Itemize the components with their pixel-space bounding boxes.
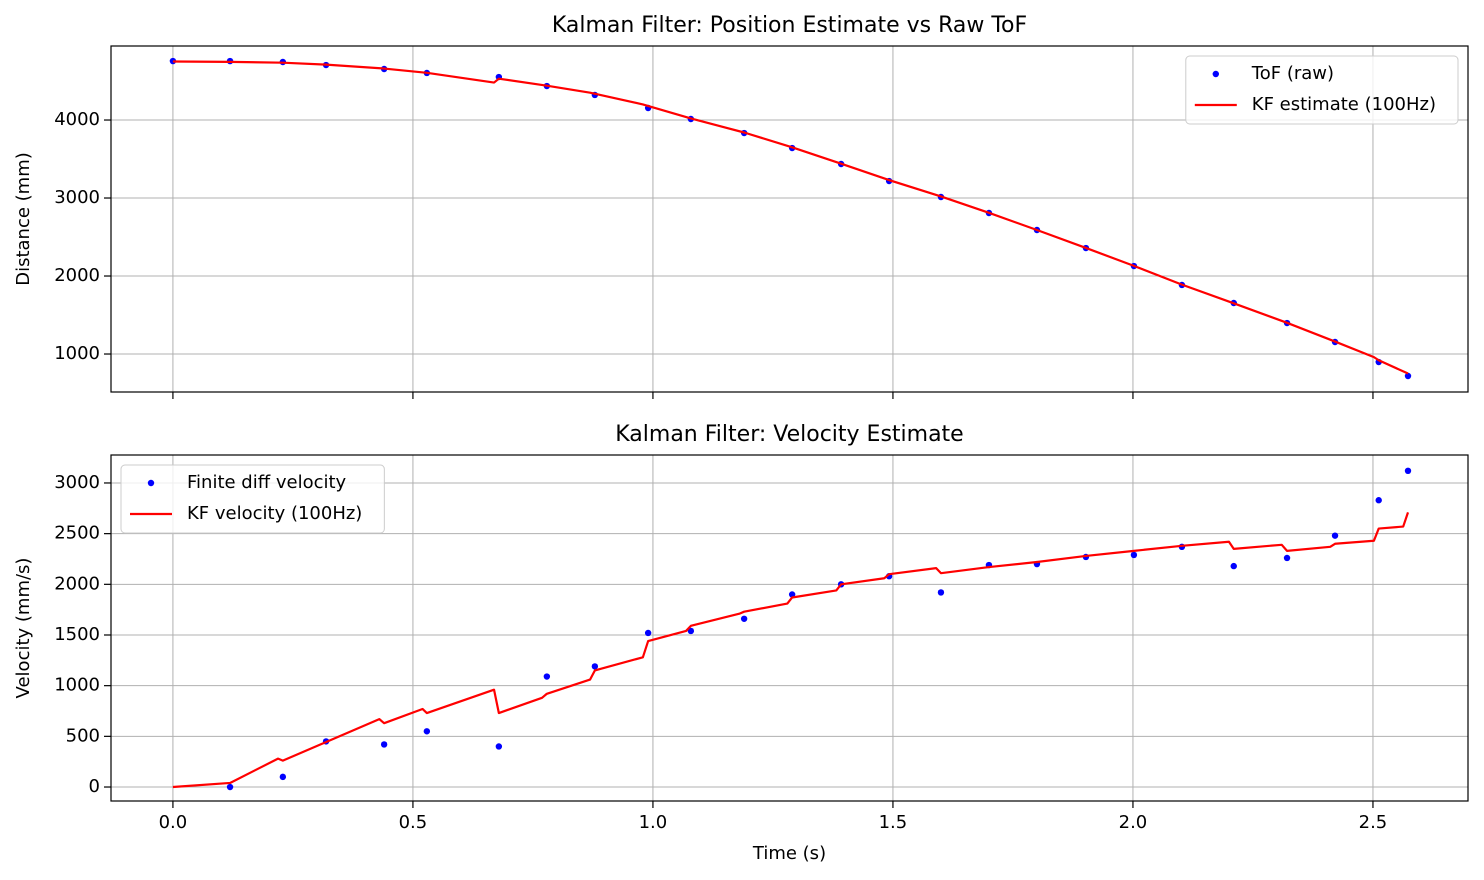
x-tick-label: 0.0 (159, 812, 188, 833)
data-point (1404, 467, 1412, 475)
x-tick-label: 1.0 (639, 812, 668, 833)
y-tick-label: 0 (89, 776, 100, 797)
data-point (1283, 554, 1291, 562)
data-point (1404, 372, 1412, 380)
x-tick-label: 1.5 (879, 812, 908, 833)
legend-label: KF estimate (100Hz) (1252, 94, 1436, 115)
data-point (495, 743, 503, 750)
data-point (169, 57, 177, 65)
data-point (380, 741, 388, 748)
data-point (687, 627, 695, 635)
data-point (937, 589, 945, 596)
y-tick-label: 4000 (54, 109, 100, 130)
data-point (226, 783, 234, 791)
x-tick-label: 2.5 (1359, 812, 1388, 833)
x-tick-label: 2.0 (1119, 812, 1148, 833)
data-point (1130, 551, 1138, 559)
data-point (644, 629, 652, 637)
data-point (543, 673, 551, 680)
y-axis-label: Velocity (mm/s) (13, 558, 34, 699)
x-tick-label: 0.5 (399, 812, 428, 833)
y-tick-label: 2000 (54, 573, 100, 594)
data-point (788, 591, 796, 598)
y-axis-label: Distance (mm) (13, 152, 34, 286)
data-line (172, 60, 1409, 375)
legend-label: KF velocity (100Hz) (187, 503, 362, 524)
y-tick-label: 500 (66, 725, 100, 746)
y-tick-label: 1000 (54, 675, 100, 696)
data-point (591, 663, 599, 670)
data-point (1331, 532, 1339, 539)
y-tick-label: 1500 (54, 624, 100, 645)
legend-marker (1212, 70, 1219, 78)
data-point (1375, 497, 1382, 504)
data-point (423, 728, 431, 735)
y-tick-label: 3000 (54, 472, 100, 493)
legend: ToF (raw) KF estimate (100Hz) (1185, 55, 1459, 125)
y-tick-label: 3000 (54, 187, 100, 208)
plot-area: 0.0 0.5 1.0 1.5 2.0 2.5 0 500 1000 1500 2000 2500 30… (13, 422, 1469, 864)
data-point (740, 615, 748, 622)
y-tick-label: 1000 (54, 343, 100, 364)
y-tick-label: 2500 (54, 523, 100, 544)
axes-frame (110, 45, 1469, 393)
data-point (279, 773, 287, 781)
chart-title: Kalman Filter: Velocity Estimate (615, 422, 963, 447)
data-line (172, 512, 1410, 789)
x-axis-label: Time (s) (752, 843, 826, 864)
axes-frame (110, 454, 1469, 802)
legend-frame (1185, 55, 1459, 125)
legend-marker (147, 479, 155, 487)
y-tick-label: 2000 (54, 265, 100, 286)
chart-title: Kalman Filter: Position Estimate vs Raw … (552, 13, 1027, 38)
legend-label: Finite diff velocity (187, 472, 347, 493)
legend-frame (120, 464, 385, 534)
legend-label: ToF (raw) (1251, 63, 1334, 84)
data-point (1230, 562, 1237, 570)
legend: Finite diff velocity KF velocity (100Hz) (120, 464, 385, 534)
plot-area: 1000 2000 3000 4000 Kalman Filter: Position … (13, 13, 1469, 399)
